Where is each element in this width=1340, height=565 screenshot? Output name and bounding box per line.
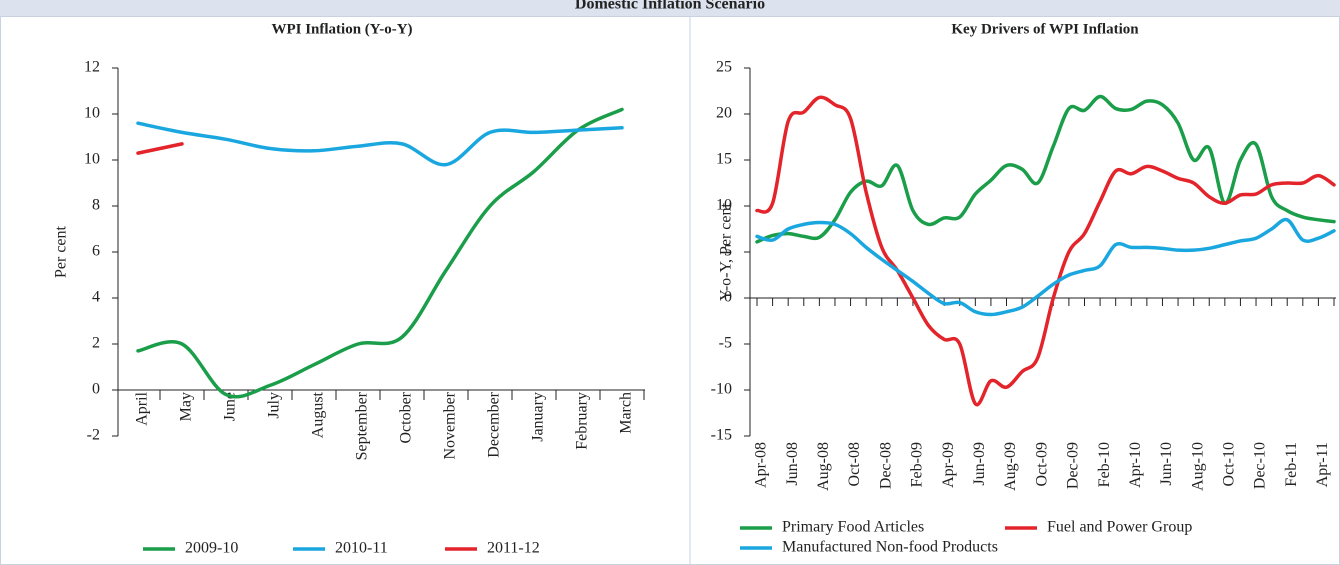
y-tick-label: 4: [92, 289, 100, 306]
series-line: [136, 107, 624, 399]
y-tick-label: 8: [92, 197, 100, 214]
x-tick-label: Aug-10: [1189, 442, 1206, 491]
x-tick-label: Apr-08: [753, 442, 770, 488]
page-title: Domestic Inflation Scenario: [575, 0, 765, 13]
y-tick-label: -5: [719, 335, 732, 352]
series-line: [755, 217, 1336, 317]
x-tick-label: Dec-09: [1065, 442, 1082, 489]
y-tick-label: 15: [716, 151, 732, 168]
x-tick-label: Aug-08: [815, 442, 832, 491]
legend-label: 2011-12: [487, 540, 540, 557]
x-tick-label: Oct-10: [1221, 442, 1238, 486]
x-tick-label: September: [354, 391, 371, 460]
y-tick-label: 2: [92, 335, 100, 352]
x-tick-label: Oct-08: [846, 442, 863, 486]
x-tick-label: April: [134, 391, 151, 425]
x-tick-label: Feb-09: [909, 442, 926, 487]
x-tick-label: January: [530, 392, 547, 442]
x-tick-label: Jun-10: [1158, 442, 1175, 486]
y-tick-label: 6: [92, 243, 100, 260]
series-line: [755, 95, 1336, 407]
x-tick-label: Jun-08: [784, 442, 801, 486]
x-tick-label: Jun-09: [971, 442, 988, 486]
legend-label: 2010-11: [335, 540, 388, 557]
x-tick-label: October: [398, 391, 415, 443]
y-tick-label: -2: [87, 427, 100, 444]
y-tick-label: 0: [724, 289, 732, 306]
x-tick-label: July: [266, 392, 283, 419]
x-tick-label: Apr-09: [940, 442, 957, 488]
y-tick-label: 0: [92, 381, 100, 398]
chart-title: Key Drivers of WPI Inflation: [951, 21, 1139, 37]
y-tick-label: 10: [716, 197, 732, 214]
legend-label: Manufactured Non-food Products: [782, 539, 998, 556]
x-tick-label: Dec-08: [877, 442, 894, 489]
x-tick-label: Aug-09: [1002, 442, 1019, 491]
x-tick-label: Apr-10: [1127, 442, 1144, 488]
x-tick-label: Apr-11: [1314, 442, 1331, 487]
chart-title: WPI Inflation (Y-o-Y): [271, 21, 412, 37]
series-line: [136, 142, 184, 155]
y-tick-label: 20: [716, 105, 732, 122]
series-line: [755, 94, 1336, 244]
x-tick-label: February: [574, 392, 591, 450]
y-tick-label: 10: [84, 105, 100, 122]
legend-label: Fuel and Power Group: [1047, 519, 1192, 536]
x-tick-label: Dec-10: [1252, 442, 1269, 489]
series-line: [136, 121, 624, 167]
y-tick-label: -15: [711, 427, 732, 444]
header-bar: [0, 0, 1340, 16]
x-tick-label: November: [442, 391, 459, 459]
y-tick-label: 25: [716, 59, 732, 76]
x-tick-label: March: [618, 392, 635, 434]
legend-label: Primary Food Articles: [782, 519, 924, 536]
legend-label: 2009-10: [185, 540, 238, 557]
x-tick-label: December: [486, 391, 503, 457]
y-tick-label: 10: [84, 151, 100, 168]
y-tick-label: 12: [84, 59, 100, 76]
x-tick-label: Feb-10: [1096, 442, 1113, 487]
x-tick-label: Feb-11: [1283, 442, 1300, 487]
x-tick-label: June: [222, 392, 239, 421]
y-axis-label: Per cent: [53, 225, 70, 278]
y-tick-label: 5: [724, 243, 732, 260]
y-axis-label: Y-o-Y, Per cent: [718, 202, 735, 300]
x-tick-label: May: [178, 392, 195, 421]
x-tick-label: August: [310, 391, 327, 438]
x-tick-label: Oct-09: [1033, 442, 1050, 486]
y-tick-label: -10: [711, 381, 732, 398]
